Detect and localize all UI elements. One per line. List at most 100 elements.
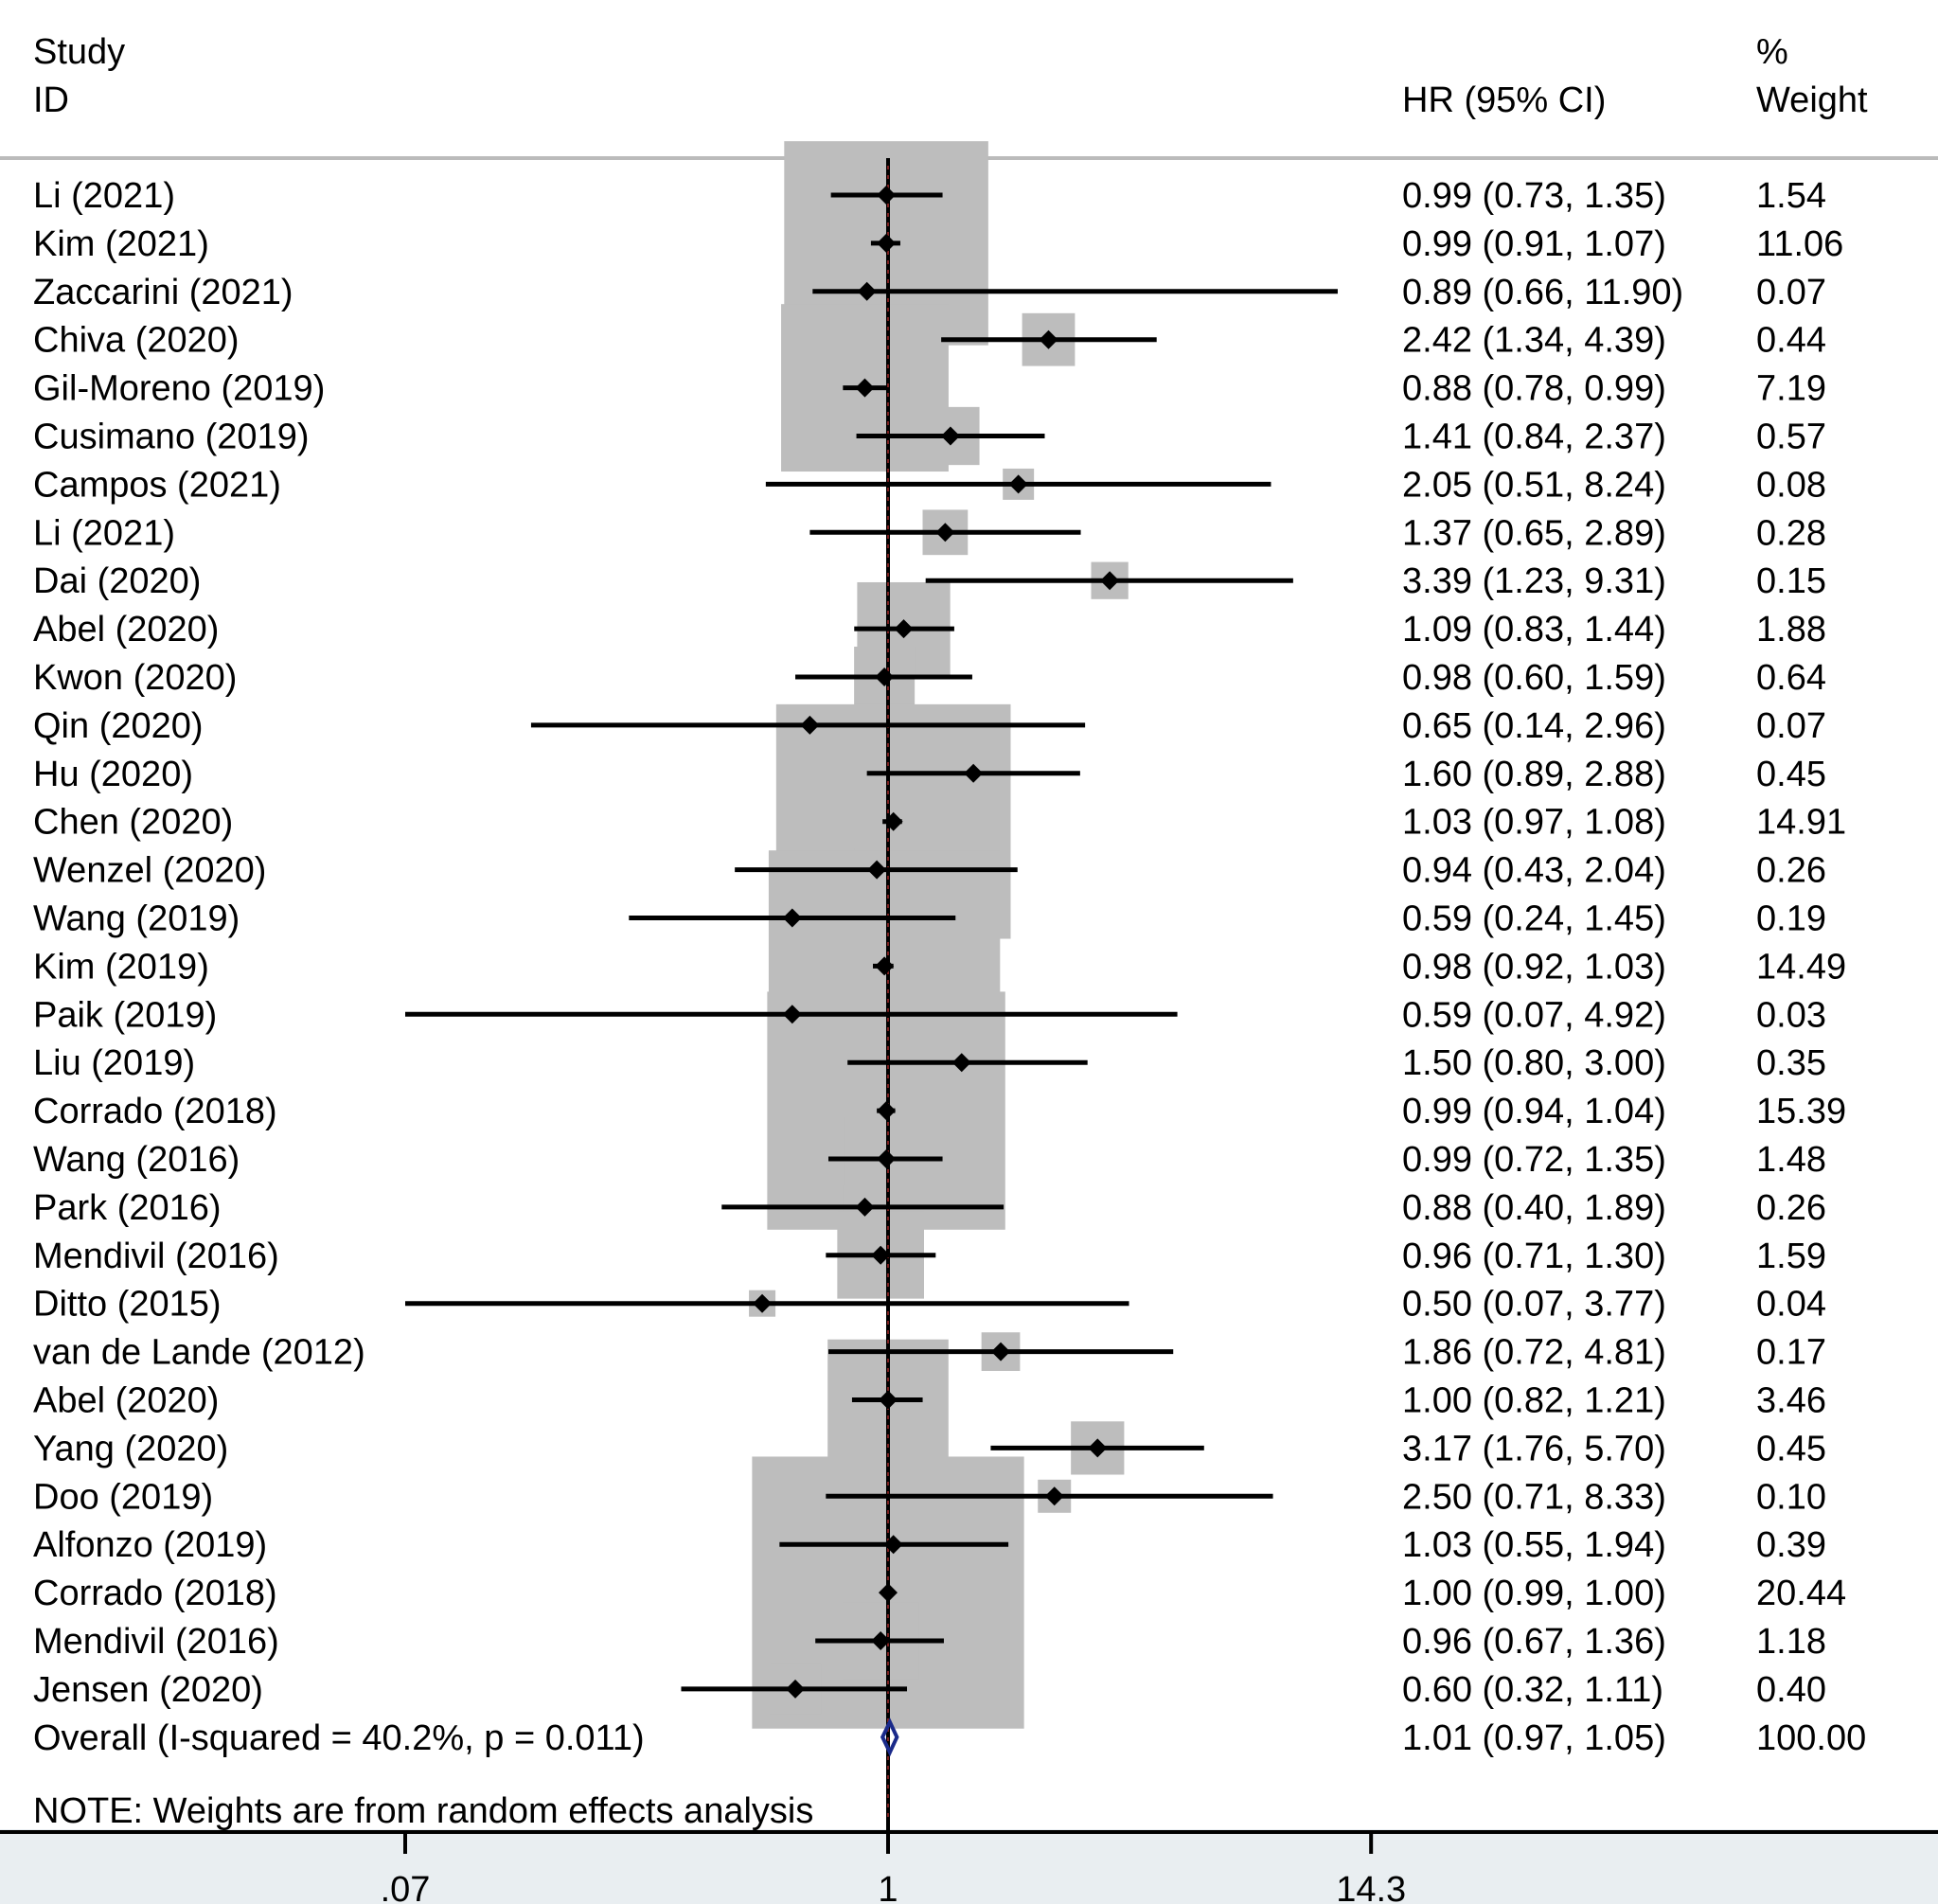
weight-value: 0.57: [1756, 418, 1826, 457]
point-estimate: [883, 811, 903, 831]
hr-ci-value: 1.09 (0.83, 1.44): [1402, 610, 1666, 649]
point-estimate: [867, 860, 887, 880]
study-label: Jensen (2020): [33, 1670, 263, 1710]
point-estimate: [879, 1583, 898, 1603]
weight-value: 0.26: [1756, 851, 1826, 891]
study-label: Chiva (2020): [33, 321, 240, 361]
hr-ci-value: 1.60 (0.89, 2.88): [1402, 755, 1666, 794]
weight-value: 15.39: [1756, 1092, 1846, 1131]
hr-ci-value: 0.94 (0.43, 2.04): [1402, 851, 1666, 891]
weight-value: 0.07: [1756, 706, 1826, 746]
study-label: Mendivil (2016): [33, 1237, 279, 1276]
study-label: Corrado (2018): [33, 1574, 277, 1613]
study-label: Kim (2021): [33, 224, 209, 264]
point-estimate: [1044, 1486, 1064, 1506]
point-estimate: [857, 281, 877, 301]
weight-value: 1.18: [1756, 1622, 1826, 1662]
study-label: Li (2021): [33, 513, 175, 553]
hr-ci-value: 1.00 (0.82, 1.21): [1402, 1381, 1666, 1421]
header-id: ID: [33, 80, 69, 120]
point-estimate: [782, 908, 802, 928]
study-label: Dai (2020): [33, 561, 201, 601]
point-estimate: [991, 1342, 1011, 1361]
point-estimate: [1100, 571, 1120, 591]
study-label: van de Lande (2012): [33, 1333, 365, 1373]
study-label: Wenzel (2020): [33, 851, 266, 891]
weight-value: 0.45: [1756, 755, 1826, 794]
weight-value: 0.40: [1756, 1670, 1826, 1710]
hr-ci-value: 0.98 (0.92, 1.03): [1402, 947, 1666, 987]
hr-ci-value: 0.88 (0.78, 0.99): [1402, 369, 1666, 409]
weight-value: 20.44: [1756, 1574, 1846, 1613]
point-estimate: [753, 1293, 773, 1313]
axis-band: [0, 1829, 1938, 1904]
overall-diamond: [880, 1717, 899, 1757]
hr-ci-value: 0.99 (0.94, 1.04): [1402, 1092, 1666, 1131]
header-weight: Weight: [1756, 80, 1868, 120]
study-label: Abel (2020): [33, 1381, 219, 1421]
weight-value: 0.19: [1756, 899, 1826, 939]
study-label: Kwon (2020): [33, 658, 237, 698]
point-estimate: [871, 1245, 891, 1265]
weight-value: 7.19: [1756, 369, 1826, 409]
hr-ci-value: 0.88 (0.40, 1.89): [1402, 1188, 1666, 1228]
study-label: Chen (2020): [33, 803, 233, 843]
study-label: Yang (2020): [33, 1429, 228, 1468]
point-estimates: [753, 186, 1120, 1757]
point-estimate: [951, 1053, 971, 1073]
weight-value: 1.48: [1756, 1140, 1826, 1180]
point-estimate: [1008, 474, 1028, 494]
weight-value: 14.49: [1756, 947, 1846, 987]
point-estimate: [800, 715, 820, 735]
hr-ci-value: 3.17 (1.76, 5.70): [1402, 1429, 1666, 1468]
weight-value: 14.91: [1756, 803, 1846, 843]
point-estimate: [871, 1631, 891, 1650]
study-label: Wang (2019): [33, 899, 240, 939]
point-estimate: [894, 619, 914, 639]
weight-value: 0.04: [1756, 1285, 1826, 1325]
weight-value: 0.26: [1756, 1188, 1826, 1228]
study-label: Corrado (2018): [33, 1092, 277, 1131]
overall-weight-value: 100.00: [1756, 1718, 1866, 1758]
weights-note: NOTE: Weights are from random effects an…: [33, 1791, 813, 1831]
hr-ci-value: 0.98 (0.60, 1.59): [1402, 658, 1666, 698]
study-label: Qin (2020): [33, 706, 204, 746]
header-study: Study: [33, 32, 125, 72]
point-estimate: [875, 667, 895, 686]
point-estimate: [879, 1390, 898, 1410]
hr-ci-value: 1.03 (0.55, 1.94): [1402, 1525, 1666, 1565]
weight-value: 0.15: [1756, 561, 1826, 601]
point-estimate: [855, 378, 875, 398]
study-label: Li (2021): [33, 176, 175, 216]
study-label: Doo (2019): [33, 1477, 213, 1517]
study-label: Hu (2020): [33, 755, 193, 794]
point-estimate: [1088, 1438, 1108, 1458]
weight-value: 1.59: [1756, 1237, 1826, 1276]
hr-ci-value: 0.99 (0.91, 1.07): [1402, 224, 1666, 264]
weight-value: 0.44: [1756, 321, 1826, 361]
weight-value: 3.46: [1756, 1381, 1826, 1421]
point-estimate: [877, 186, 897, 205]
weight-value: 0.17: [1756, 1333, 1826, 1373]
hr-ci-value: 0.96 (0.71, 1.30): [1402, 1237, 1666, 1276]
point-estimate: [940, 426, 960, 446]
x-tick-label: 14.3: [1336, 1870, 1406, 1904]
weight-value: 1.88: [1756, 610, 1826, 649]
hr-ci-value: 1.41 (0.84, 2.37): [1402, 418, 1666, 457]
weight-value: 0.08: [1756, 465, 1826, 505]
weight-value: 0.10: [1756, 1477, 1826, 1517]
header-percent: %: [1756, 32, 1788, 72]
study-label: Abel (2020): [33, 610, 219, 649]
weight-value: 0.39: [1756, 1525, 1826, 1565]
hr-ci-value: 0.96 (0.67, 1.36): [1402, 1622, 1666, 1662]
point-estimate: [964, 763, 984, 783]
weight-values: 1.54 11.06 0.07 0.44 7.19 0.57 0.08 0.28 0.15 1.8…: [1756, 176, 1866, 1758]
hr-ci-value: 0.89 (0.66, 11.90): [1402, 273, 1683, 312]
weight-value: 0.07: [1756, 273, 1826, 312]
hr-ci-value: 1.00 (0.99, 1.00): [1402, 1574, 1666, 1613]
study-label: Wang (2016): [33, 1140, 240, 1180]
header-hr-ci: HR (95% CI): [1402, 80, 1606, 120]
weight-value: 0.45: [1756, 1429, 1826, 1468]
study-label: Mendivil (2016): [33, 1622, 279, 1662]
